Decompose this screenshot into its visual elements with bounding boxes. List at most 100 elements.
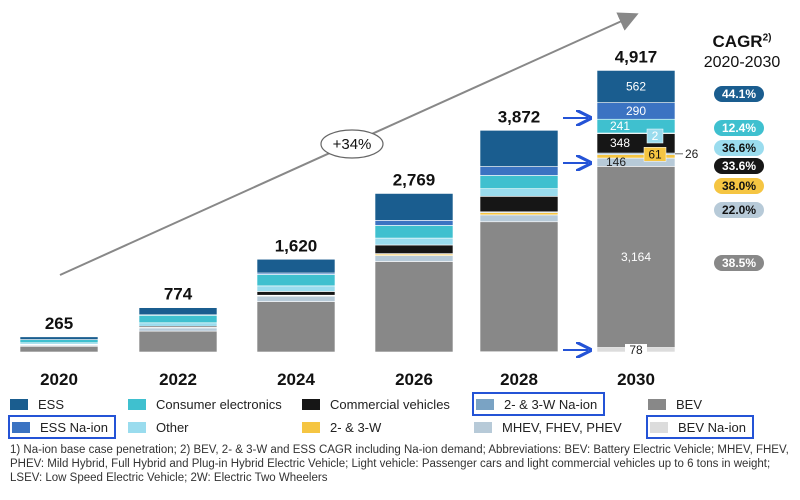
segment-bev-2028 xyxy=(479,221,559,353)
legend-label: BEV Na-ion xyxy=(678,419,746,435)
legend-label: Commercial vehicles xyxy=(330,396,450,412)
cagr-title-text: CAGR xyxy=(712,32,763,51)
growth-label-text: +34% xyxy=(333,136,372,153)
legend-item-consumer-electronics: Consumer electronics xyxy=(128,394,282,414)
growth-label: +34% xyxy=(320,129,384,159)
segment-ess-2028 xyxy=(479,130,559,167)
segment-label-bev-na-ion-2030-box xyxy=(625,344,647,357)
cagr-badge-value: 44.1% xyxy=(722,87,756,101)
cagr-badge: 38.5% xyxy=(714,255,764,271)
segment-label-commercial-2030: 348 xyxy=(610,136,630,150)
segment-mhev-fhev-phev-2022 xyxy=(138,327,218,332)
legend-swatch xyxy=(474,421,492,433)
segment-label-bev-2030: 3,164 xyxy=(621,250,651,264)
cagr-badge-pill xyxy=(714,202,764,218)
cagr-badge-pill xyxy=(714,120,764,136)
segment-2-3-w-2028 xyxy=(479,212,559,216)
segment-label-other-2030: 2 xyxy=(652,129,659,143)
na-ion-arrows xyxy=(563,118,588,350)
legend-label: BEV xyxy=(676,396,703,412)
segment-bev-2026 xyxy=(374,261,454,353)
cagr-badge-pill xyxy=(714,178,764,194)
legend-item-2-3-w: 2- & 3-W xyxy=(302,417,381,437)
legend-swatch xyxy=(128,421,146,433)
segment-mhev-fhev-phev-2028 xyxy=(479,214,559,223)
legend-label: ESS xyxy=(38,396,65,412)
segment-label-2-3-w-2030: 61 xyxy=(648,147,662,161)
cagr-badge-pill xyxy=(714,158,764,174)
legend-item-bev: BEV xyxy=(648,394,702,414)
legend-swatch xyxy=(302,421,320,433)
cagr-badge: 12.4% xyxy=(714,120,764,136)
x-tick-2024: 2024 xyxy=(277,370,315,389)
stacked-bar-chart: +34% 265 2020 774 2022 1,620 2024 2,769 2026 3,8… xyxy=(19,12,764,389)
legend-item-bev-na-ion: BEV Na-ion xyxy=(646,415,754,439)
bar-2028: 3,872 2028 xyxy=(479,107,559,389)
segment-consumer-electronics-2022 xyxy=(138,314,218,324)
cagr-badge: 33.6% xyxy=(714,158,764,174)
legend-swatch xyxy=(12,421,30,433)
legend-item-ess-na-ion: ESS Na-ion xyxy=(8,415,116,439)
cagr-badge-value: 22.0% xyxy=(722,203,756,217)
total-label-2022: 774 xyxy=(164,285,193,304)
segment-label-mhev-2030: 146 xyxy=(606,155,626,169)
x-tick-2030: 2030 xyxy=(617,370,655,389)
segment-label-consumer-2030: 241 xyxy=(610,119,630,133)
cagr-badge: 44.1% xyxy=(714,86,764,102)
segment-consumer-electronics-2030 xyxy=(596,118,676,134)
footnote: 1) Na-ion base case penetration; 2) BEV,… xyxy=(10,444,789,484)
bar-2026: 2,769 2026 xyxy=(374,170,454,389)
legend-label: Consumer electronics xyxy=(156,396,282,412)
x-tick-2020: 2020 xyxy=(40,370,78,389)
legend-label: ESS Na-ion xyxy=(40,419,108,435)
cagr-badge: 22.0% xyxy=(714,202,764,218)
segment-ess-na-ion-2028 xyxy=(479,166,559,176)
bar-2020: 265 2020 xyxy=(19,314,99,389)
segment-bev-2024 xyxy=(256,301,336,353)
segment-other-2022 xyxy=(138,322,218,327)
segment-ess-2030 xyxy=(596,70,676,103)
cagr-badge-value: 33.6% xyxy=(722,159,756,173)
cagr-badge-value: 36.6% xyxy=(722,141,756,155)
legend-label: Other xyxy=(156,419,189,435)
cagr-badge-value: 38.0% xyxy=(722,179,756,193)
cagr-badge-pill xyxy=(714,255,764,271)
cagr-badge-pill xyxy=(714,86,764,102)
segment-ess-na-ion-2026 xyxy=(374,220,454,226)
total-label-2020: 265 xyxy=(45,314,73,333)
segment-label-bev-na-ion-2030: 78 xyxy=(629,343,643,357)
bar-2024: 1,620 2024 xyxy=(256,236,336,389)
cagr-badge: 38.0% xyxy=(714,178,764,194)
segment-label-ess-na-ion-2030: 290 xyxy=(626,104,646,118)
legend-swatch xyxy=(476,398,494,410)
segment-consumer-electronics-2020 xyxy=(19,339,99,344)
legend-swatch xyxy=(10,398,28,410)
segment-ess-2024 xyxy=(256,258,336,274)
segment-label-2-3-w-na-ion-2030: 26 xyxy=(685,147,699,161)
bar-2022: 774 2022 xyxy=(138,285,218,389)
segment-other-2028 xyxy=(479,188,559,197)
segment-mhev-fhev-phev-2026 xyxy=(374,255,454,262)
segment-label-2-3-w-box xyxy=(643,147,667,162)
segment-consumer-electronics-2024 xyxy=(256,274,336,287)
legend-swatch xyxy=(302,398,320,410)
legend-swatch xyxy=(648,398,666,410)
segment-bev-2020 xyxy=(19,345,99,353)
total-label-2024: 1,620 xyxy=(275,236,318,255)
segment-commercial-vehicles-2028 xyxy=(479,196,559,213)
segment-ess-2026 xyxy=(374,193,454,221)
segment-consumer-electronics-2026 xyxy=(374,225,454,239)
legend-label: 2- & 3-W Na-ion xyxy=(504,396,598,412)
legend-item-commercial-vehicles: Commercial vehicles xyxy=(302,394,450,414)
legend-item-other: Other xyxy=(128,417,189,437)
segment-label-other-box xyxy=(646,128,664,144)
segment-commercial-vehicles-2024 xyxy=(256,291,336,296)
segment-bev-2022 xyxy=(138,330,218,353)
x-tick-2026: 2026 xyxy=(395,370,433,389)
x-tick-2028: 2028 xyxy=(500,370,538,389)
cagr-badge: 36.6% xyxy=(714,140,764,156)
legend-label: 2- & 3-W xyxy=(330,419,382,435)
segment-bev-2030 xyxy=(596,166,676,348)
legend-item-mhev-fhev-phev: MHEV, FHEV, PHEV xyxy=(474,417,622,437)
segment-consumer-electronics-2028 xyxy=(479,175,559,189)
